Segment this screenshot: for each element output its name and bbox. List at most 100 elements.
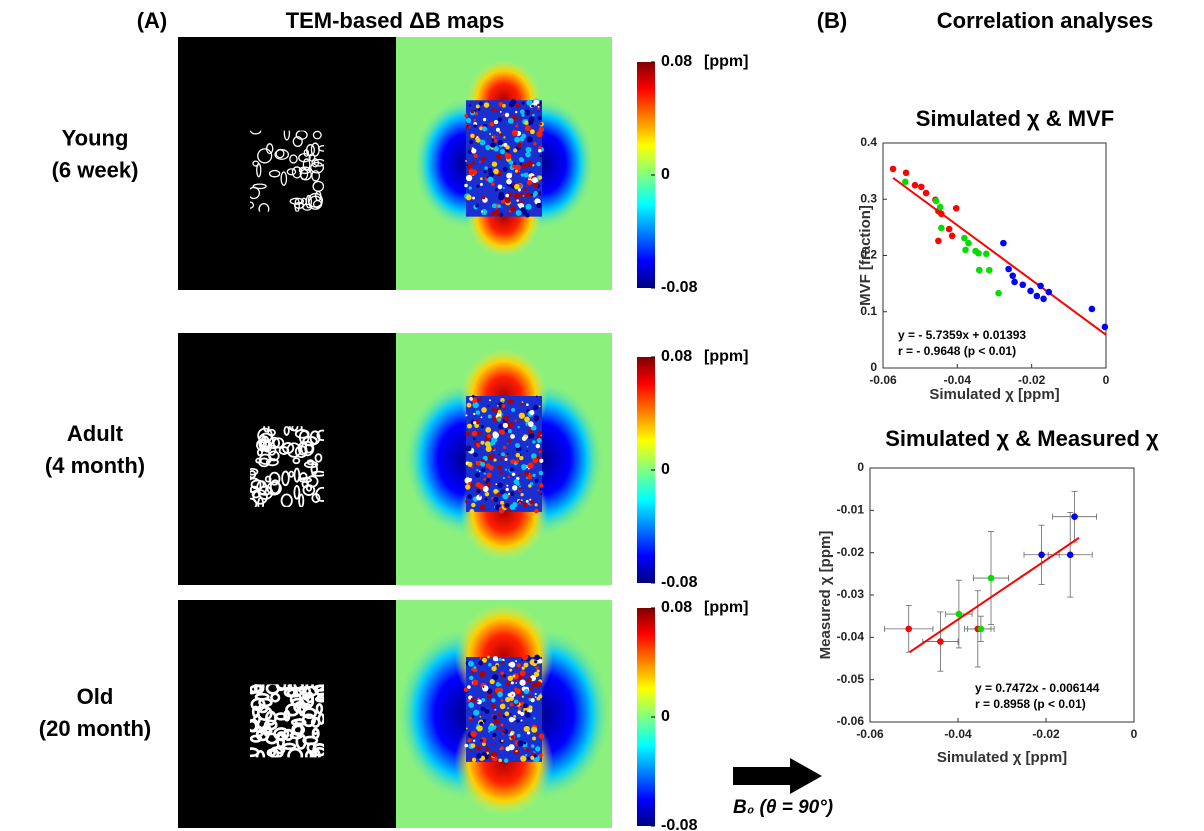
data-point (1040, 296, 1047, 303)
tissue-texture (533, 183, 538, 188)
tissue-texture (524, 471, 529, 476)
tissue-texture (519, 488, 522, 491)
tissue-texture (464, 114, 468, 118)
tissue-texture (528, 673, 530, 675)
tissue-texture (539, 459, 543, 463)
data-point (1000, 240, 1007, 247)
tissue-texture (500, 458, 503, 461)
tissue-texture (520, 403, 523, 406)
tissue-texture (503, 113, 505, 115)
tissue-texture (536, 162, 540, 166)
tissue-texture (484, 472, 486, 474)
tissue-texture (510, 491, 515, 496)
tissue-texture (492, 204, 497, 209)
tissue-texture (511, 735, 515, 739)
tissue-texture (522, 696, 524, 698)
row-label: (6 week) (52, 157, 139, 182)
tissue-texture (527, 446, 529, 448)
tissue-texture (524, 710, 527, 713)
tissue-texture (528, 695, 531, 698)
tissue-texture (519, 456, 523, 460)
tissue-texture (515, 165, 521, 171)
tissue-texture (481, 462, 486, 467)
tissue-texture (540, 494, 542, 496)
tissue-texture (519, 413, 525, 419)
tissue-texture (479, 470, 481, 472)
tissue-texture (489, 663, 491, 665)
tissue-texture (471, 717, 473, 719)
tissue-texture (489, 133, 491, 135)
tissue-texture (514, 137, 520, 143)
tissue-texture (479, 161, 481, 163)
tissue-texture (518, 189, 521, 192)
tissue-texture (480, 716, 482, 718)
tissue-texture (533, 717, 535, 719)
tissue-texture (514, 479, 519, 484)
tissue-texture (532, 114, 535, 117)
data-point (978, 626, 985, 633)
tissue-texture (497, 482, 503, 488)
tissue-texture (499, 134, 502, 137)
tissue-texture (476, 443, 480, 447)
tissue-texture (528, 120, 533, 125)
tissue-texture (473, 666, 476, 669)
row-label: (20 month) (39, 716, 151, 741)
tissue-texture (518, 707, 522, 711)
tissue-texture (505, 152, 509, 156)
tissue-texture (483, 478, 486, 481)
tissue-texture (471, 148, 476, 153)
data-point (986, 267, 993, 274)
tissue-texture (495, 122, 497, 124)
tissue-texture (524, 726, 530, 732)
tissue-texture (531, 698, 535, 702)
panel-label: (B) (817, 8, 848, 33)
tissue-texture (536, 203, 541, 208)
tissue-texture (532, 177, 538, 183)
tissue-texture (496, 727, 499, 730)
data-point (923, 190, 930, 197)
tissue-texture (486, 446, 492, 452)
tissue-texture (501, 404, 505, 408)
tissue-texture (526, 500, 529, 503)
tissue-texture (492, 447, 495, 450)
tissue-texture (521, 464, 527, 470)
tissue-texture (517, 734, 521, 738)
annotation: r = - 0.9648 (p < 0.01) (898, 344, 1016, 358)
tissue-texture (476, 185, 479, 188)
tissue-texture (526, 100, 532, 106)
tissue-texture (467, 494, 472, 499)
tissue-texture (478, 431, 482, 435)
row-label: Old (77, 684, 114, 709)
data-point (953, 205, 960, 212)
tissue-texture (496, 154, 502, 160)
data-point (962, 247, 969, 254)
tissue-texture (515, 660, 517, 662)
tissue-texture (532, 737, 536, 741)
tissue-texture (480, 183, 483, 186)
tissue-texture (507, 707, 509, 709)
tissue-texture (505, 197, 511, 203)
tissue-texture (469, 509, 474, 514)
tissue-texture (540, 488, 542, 490)
tissue-texture (473, 124, 476, 127)
y-tick-label: -0.03 (837, 587, 865, 601)
tissue-texture (524, 689, 529, 694)
tissue-texture (538, 448, 541, 451)
tissue-texture (511, 408, 515, 412)
tissue-texture (470, 719, 472, 721)
tissue-texture (498, 194, 504, 200)
tissue-texture (466, 445, 472, 451)
tissue-texture (515, 419, 517, 421)
tissue-texture (528, 437, 530, 439)
tissue-texture (471, 503, 476, 508)
tissue-texture (537, 438, 542, 443)
tissue-texture (467, 164, 472, 169)
tissue-texture (484, 102, 490, 108)
tissue-texture (517, 143, 522, 148)
tissue-texture (488, 454, 494, 460)
tissue-texture (503, 423, 508, 428)
tissue-texture (508, 399, 514, 405)
tissue-texture (486, 472, 491, 477)
row-label: (4 month) (45, 453, 145, 478)
data-point (938, 211, 945, 218)
